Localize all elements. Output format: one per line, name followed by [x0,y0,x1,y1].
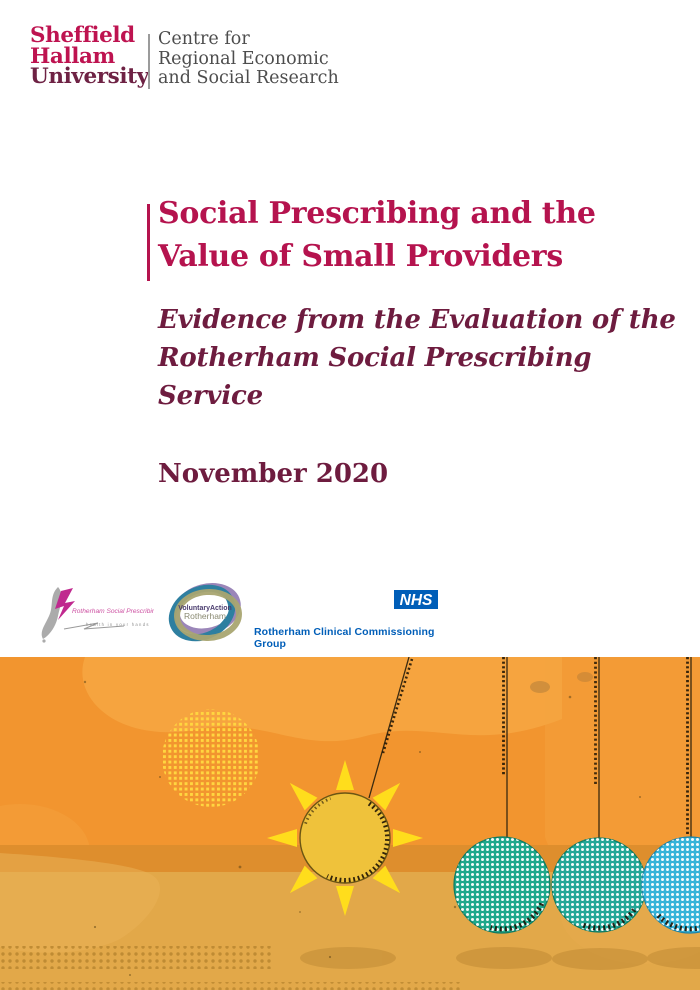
university-logo: Sheffield Hallam University [30,23,149,89]
cradle-ball-1 [453,836,551,934]
ball-shadows [300,947,700,970]
var-swirl-icon [168,583,242,642]
university-logo-line: Hallam [30,43,115,69]
dot-band [0,946,272,969]
university-logo-line: University [30,64,149,89]
sun-string [368,657,410,799]
voluntary-action-rotherham-logo: VoluntaryAction Rotherham [168,583,242,642]
cradle-strings [368,657,692,839]
sun-ball [267,760,423,916]
rsps-logo: Rotherham Social Prescribing Service hea… [41,587,154,643]
report-subtitle: Evidence from the Evaluation of the Roth… [158,301,700,415]
nhs-logo: NHS [394,590,438,609]
report-title-line: Social Prescribing and the [158,196,596,231]
report-subtitle-line: Evidence from the Evaluation of the [158,305,676,335]
sun-disc-icon [299,792,391,884]
header-divider [148,34,150,89]
sun-rays-icon [267,760,423,916]
cradle-ball-2 [551,837,647,933]
nhs-logo-text: NHS [400,592,433,609]
centre-name-line: Centre for [158,29,250,49]
report-title-line: Value of Small Providers [158,239,563,274]
centre-name: Centre for Regional Economic and Social … [158,29,339,89]
var-name-line1: VoluntaryAction [178,605,232,612]
rsps-tagline: health in your hands [86,622,150,627]
publication-date: November 2020 [158,459,389,489]
title-accent-bar [147,204,150,281]
cover-illustration [0,657,700,990]
cradle-ball-3 [641,836,700,934]
centre-name-line: Regional Economic [158,48,329,69]
report-subtitle-line: Rotherham Social Prescribing Service [158,343,592,411]
sky-light-patch [82,657,562,742]
centre-name-line: and Social Research [158,68,339,88]
rsps-figure-icon [41,587,62,639]
rsps-underline-icon [63,622,125,630]
university-logo-line: Sheffield [30,23,135,48]
dot-band-bottom [0,982,463,990]
ccg-name: Rotherham Clinical Commissioning Group [254,626,435,650]
halftone-circle [162,709,260,807]
rsps-flame-icon [55,588,75,620]
report-title: Social Prescribing and the Value of Smal… [158,192,596,278]
rsps-name: Rotherham Social Prescribing Service [72,608,154,615]
var-name-line2: Rotherham [184,611,226,621]
